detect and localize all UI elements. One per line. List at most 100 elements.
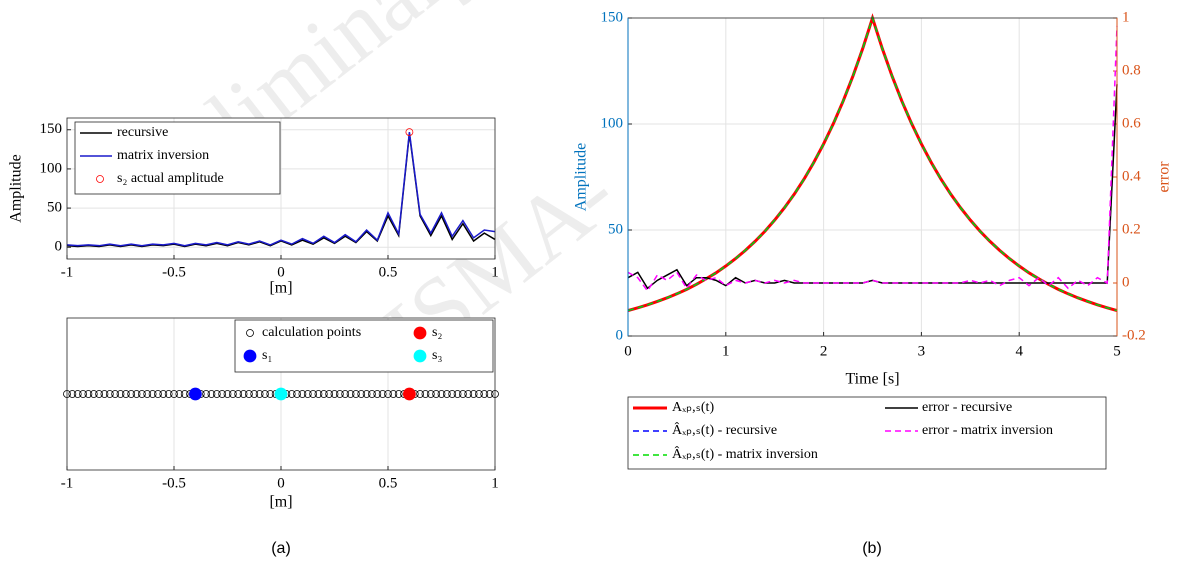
legend-box: [74, 121, 281, 195]
data-point: [362, 390, 371, 398]
y-tick-label: 0: [616, 327, 624, 343]
data-point: [239, 390, 248, 398]
legend-label: calculation points: [262, 325, 361, 340]
data-point: [357, 390, 366, 398]
y-tick-label: 150: [601, 9, 624, 25]
data-point: [309, 390, 318, 398]
data-point: [121, 390, 130, 398]
y-tick-label: 50: [608, 221, 623, 237]
data-point: [389, 390, 398, 398]
data-point: [180, 390, 189, 398]
x-tick-label: -1: [61, 264, 74, 280]
data-point: [159, 390, 168, 398]
data-point: [154, 390, 162, 398]
data-point: [432, 390, 441, 398]
data-point: [373, 390, 382, 398]
data-point: [480, 390, 489, 398]
legend-marker: [246, 329, 254, 337]
data-point: [469, 390, 478, 398]
legend-label: s₂ actual amplitude: [117, 171, 224, 186]
data-point: [137, 390, 146, 398]
legend-label: matrix inversion: [117, 148, 209, 163]
x-tick-label: 0: [277, 264, 285, 280]
legend-label: s₂: [432, 325, 442, 340]
series-line: [627, 25, 1118, 293]
x-tick-label: 3: [918, 343, 926, 359]
data-point: [95, 390, 103, 398]
data-point: [426, 390, 435, 398]
data-point: [79, 390, 87, 398]
x-tick-label: -0.5: [162, 264, 186, 280]
y2-tick-label: -0.2: [1122, 327, 1146, 343]
data-point: [105, 390, 114, 398]
data-point: [250, 390, 259, 398]
data-point: [346, 390, 355, 398]
legend-label: error - matrix inversion: [922, 423, 1053, 438]
data-point: [448, 390, 457, 398]
x-tick-label: 2: [820, 343, 828, 359]
y-tick-label: 100: [601, 115, 624, 131]
data-point: [274, 387, 288, 401]
x-tick-label: 0: [277, 475, 285, 491]
y2-tick-label: 0: [1122, 274, 1130, 290]
legend-label: error - recursive: [922, 400, 1012, 415]
caption: (a): [271, 540, 291, 557]
data-point: [218, 390, 227, 398]
data-point: [132, 390, 141, 398]
x-tick-label: 1: [491, 475, 499, 491]
data-point: [234, 390, 243, 398]
legend-box: [627, 396, 1107, 470]
x-axis-label: [m]: [269, 494, 292, 511]
data-point: [223, 390, 232, 398]
data-point: [405, 128, 414, 137]
y2-tick-label: 1: [1122, 9, 1130, 25]
legend-marker: [243, 349, 257, 363]
data-point: [266, 390, 275, 398]
caption: (b): [862, 540, 882, 557]
y-tick-label: 100: [40, 160, 63, 176]
data-point: [170, 390, 178, 398]
series-line: [627, 84, 1118, 290]
legend-label: Âₓₚ,ₛ(t) - recursive: [672, 421, 777, 438]
data-point: [314, 390, 323, 398]
data-point: [378, 390, 387, 398]
data-point: [143, 390, 152, 398]
data-point: [402, 387, 416, 401]
data-point: [73, 390, 82, 398]
data-point: [325, 390, 334, 398]
data-point: [116, 390, 125, 398]
y-tick-label: 50: [47, 200, 62, 216]
data-point: [175, 390, 184, 398]
y2-axis-label: error: [1156, 161, 1173, 193]
x-tick-label: 0: [624, 343, 632, 359]
data-point: [335, 390, 344, 398]
data-point: [84, 390, 93, 398]
data-point: [127, 390, 136, 398]
data-point: [228, 390, 237, 398]
y2-tick-label: 0.2: [1122, 221, 1141, 237]
legend-marker: [413, 349, 427, 363]
x-tick-label: 1: [491, 264, 499, 280]
x-tick-label: 0.5: [379, 264, 398, 280]
x-tick-label: -0.5: [162, 475, 186, 491]
series-line: [66, 132, 496, 247]
y-tick-label: 150: [40, 121, 63, 137]
y-tick-label: 0: [55, 239, 63, 255]
axes-box: [66, 317, 496, 471]
data-point: [212, 390, 221, 398]
data-point: [293, 390, 301, 398]
legend-label: s₁: [262, 348, 272, 363]
data-point: [368, 390, 376, 398]
data-point: [100, 390, 109, 398]
y2-tick-label: 0.6: [1122, 115, 1141, 131]
legend-label: Aₓₚ,ₛ(t): [672, 400, 714, 415]
legend-marker: [413, 326, 427, 340]
data-point: [341, 390, 350, 398]
data-point: [255, 390, 264, 398]
data-point: [475, 390, 483, 398]
data-point: [164, 390, 173, 398]
data-point: [319, 390, 328, 398]
legend-label: Âₓₚ,ₛ(t) - matrix inversion: [672, 445, 818, 462]
data-point: [207, 390, 216, 398]
